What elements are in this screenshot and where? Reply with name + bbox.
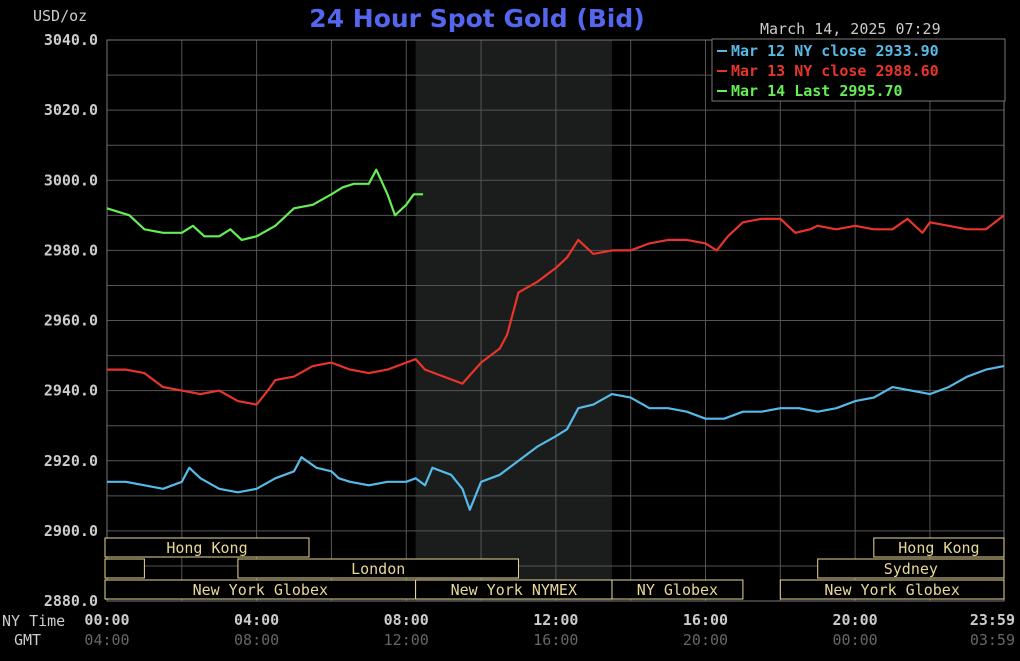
legend-entry: Mar 14 Last 2995.70 bbox=[731, 82, 903, 100]
y-tick-label: 3040.0 bbox=[44, 31, 98, 49]
x-tick-ny: 16:00 bbox=[683, 611, 728, 629]
legend-box bbox=[711, 38, 1006, 102]
trading-sessions: Hong Kong Hong Kong London Sydney New York G… bbox=[104, 537, 1005, 600]
session-bar bbox=[104, 537, 310, 558]
gmt-label: GMT bbox=[14, 631, 41, 649]
y-tick-label: 2960.0 bbox=[44, 312, 98, 330]
y-tick-label: 2880.0 bbox=[44, 592, 98, 610]
plot-frame bbox=[106, 39, 1005, 602]
price-series bbox=[106, 168, 1005, 511]
session-bar bbox=[611, 579, 744, 600]
x-axis-ticks: 00:00 04:00 04:00 08:00 08:00 12:00 12:00 16:00… bbox=[84, 611, 1015, 649]
session-label: Hong Kong bbox=[166, 539, 247, 557]
series-line bbox=[107, 365, 1005, 511]
session-bar bbox=[104, 558, 145, 579]
session-label: Hong Kong bbox=[898, 539, 979, 557]
x-tick-ny: 04:00 bbox=[234, 611, 279, 629]
session-label: London bbox=[351, 560, 405, 578]
session-label: New York Globex bbox=[824, 581, 959, 599]
session-label: New York NYMEX bbox=[451, 581, 577, 599]
x-tick-gmt: 12:00 bbox=[384, 631, 429, 649]
y-axis-ticks: 3040.0 3020.0 3000.0 2980.0 2960.0 2940.0 2920… bbox=[44, 31, 98, 610]
x-tick-ny: 00:00 bbox=[84, 611, 129, 629]
chart-title: 24 Hour Spot Gold (Bid) bbox=[309, 4, 644, 33]
session-bar bbox=[817, 558, 1005, 579]
x-tick-ny: 20:00 bbox=[833, 611, 878, 629]
x-tick-ny: 12:00 bbox=[533, 611, 578, 629]
session-label: NY Globex bbox=[637, 581, 718, 599]
y-tick-label: 2980.0 bbox=[44, 241, 98, 259]
x-tick-gmt: 20:00 bbox=[683, 631, 728, 649]
y-axis-unit: USD/oz bbox=[33, 7, 87, 25]
y-tick-label: 2920.0 bbox=[44, 452, 98, 470]
session-bar bbox=[779, 579, 1005, 600]
y-tick-label: 2900.0 bbox=[44, 522, 98, 540]
legend: Mar 12 NY close 2933.90 Mar 13 NY close 2… bbox=[711, 38, 1006, 102]
x-tick-ny: 08:00 bbox=[384, 611, 429, 629]
session-bar bbox=[873, 537, 1005, 558]
timestamp: March 14, 2025 07:29 bbox=[760, 20, 941, 38]
x-tick-gmt: 16:00 bbox=[533, 631, 578, 649]
y-tick-label: 2940.0 bbox=[44, 382, 98, 400]
ny-time-label: NY Time bbox=[2, 612, 65, 630]
series-line bbox=[107, 214, 1005, 406]
x-tick-gmt: 08:00 bbox=[234, 631, 279, 649]
x-tick-gmt: 03:59 bbox=[970, 631, 1015, 649]
session-label: Sydney bbox=[884, 560, 938, 578]
legend-entry: Mar 13 NY close 2988.60 bbox=[731, 62, 939, 80]
x-tick-ny: 23:59 bbox=[970, 611, 1015, 629]
session-bar bbox=[237, 558, 519, 579]
legend-entry: Mar 12 NY close 2933.90 bbox=[731, 42, 939, 60]
x-tick-gmt: 04:00 bbox=[84, 631, 129, 649]
x-tick-gmt: 00:00 bbox=[833, 631, 878, 649]
series-line bbox=[106, 168, 424, 241]
y-tick-label: 3020.0 bbox=[44, 101, 98, 119]
y-tick-label: 3000.0 bbox=[44, 171, 98, 189]
session-label: New York Globex bbox=[193, 581, 328, 599]
grid-lines bbox=[106, 39, 1005, 602]
